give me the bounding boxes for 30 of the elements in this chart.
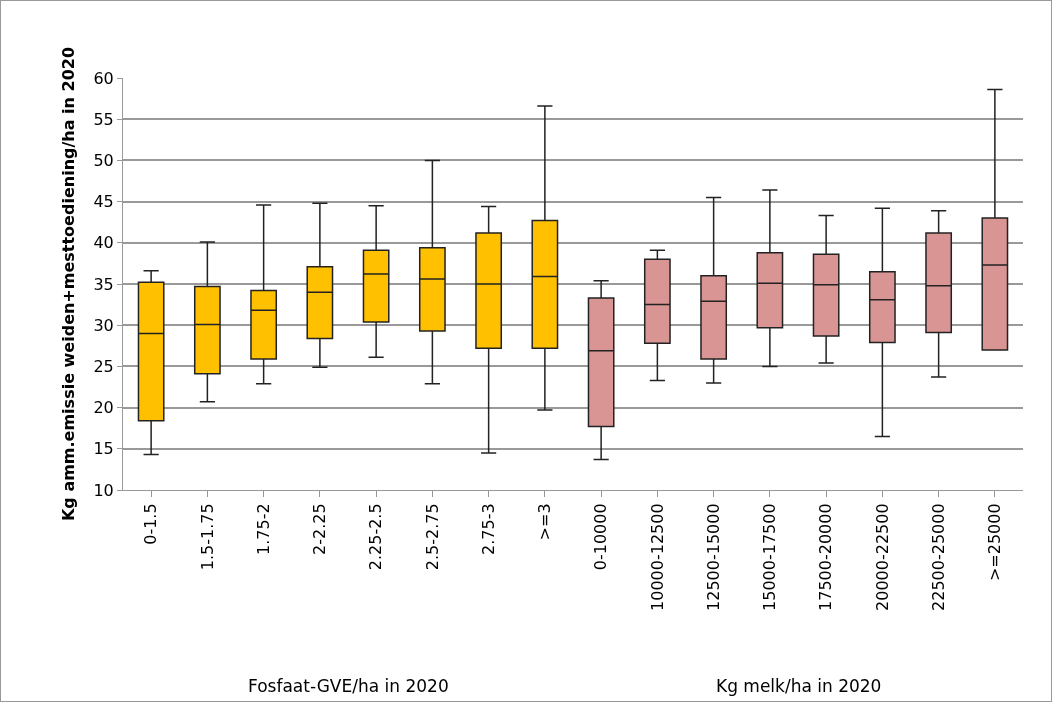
text: Kg melk/ha in 2020 [716,676,882,696]
y-tick-label: 40 [93,233,114,253]
x-tick-label: 0-10000 [591,503,611,571]
x-tick-label: 1.5-1.75 [197,503,217,571]
x-tick-label: 15000-17500 [760,503,780,611]
y-tick-label: 45 [93,192,114,212]
x-tick-label: >=3 [535,503,555,541]
y-tick-label: 60 [93,68,114,88]
x-tick-label: 17500-20000 [816,503,836,611]
x-tick-label: 22500-25000 [928,503,948,611]
y-tick-label: 25 [93,357,114,376]
x-tick-label: 0-1.5 [141,503,161,545]
x-tick-label: 1.75-2 [253,503,273,555]
y-tick-label: 20 [93,398,114,418]
y-tick-label: 10 [93,480,114,500]
x-tick-label: 20000-22500 [872,503,892,611]
y-tick-label: 55 [93,109,114,129]
x-tick-label: 12500-15000 [703,503,723,611]
x-tick-label: 2.5-2.75 [422,503,442,571]
y-tick-label: 30 [93,315,114,335]
x-tick-label: 2-2.25 [310,503,330,555]
y-axis-title: Kg amm.emissie weiden+mesttoediening/ha in 2020 [59,46,79,522]
x-tick-label: 10000-12500 [647,503,667,611]
x-tick-label: 2.25-2.5 [366,503,386,571]
y-tick-label: 35 [93,274,114,294]
text: Fosfaat-GVE/ha in 2020 [248,676,449,696]
x-tick-label: 2.75-3 [478,503,498,555]
x-tick-label: >=25000 [985,503,1005,582]
y-tick-label: 50 [93,151,114,170]
y-tick-label: 15 [93,439,114,459]
